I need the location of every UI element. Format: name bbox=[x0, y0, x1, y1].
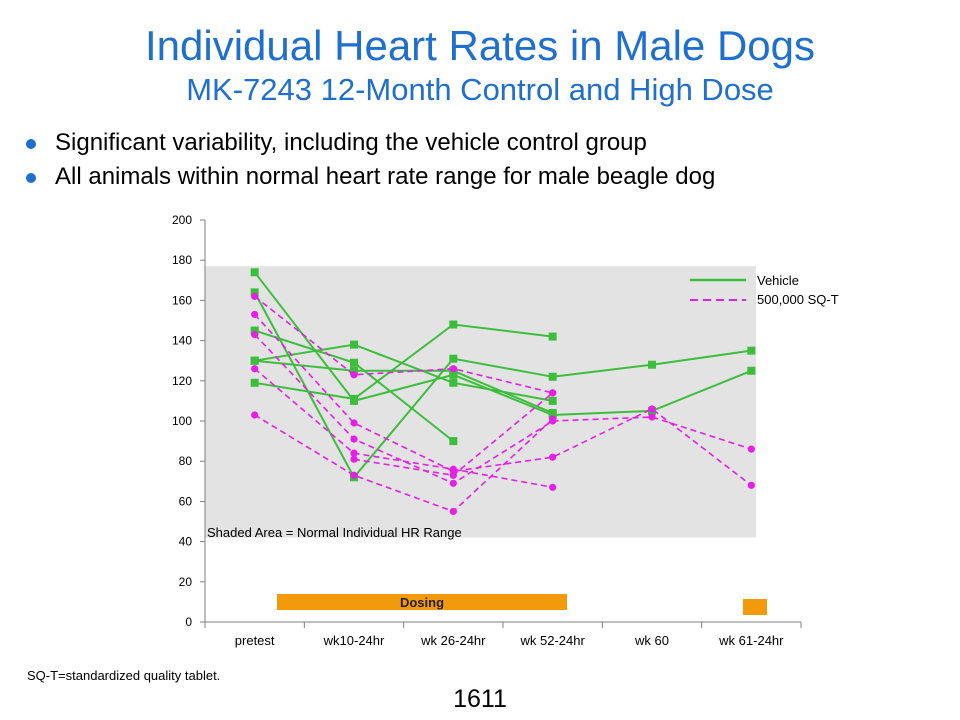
treated-series bbox=[251, 365, 557, 491]
treated-point bbox=[350, 455, 358, 463]
treated-point bbox=[251, 310, 259, 319]
legend: Vehicle 500,000 SQ-T bbox=[690, 273, 839, 307]
series-line bbox=[254, 313, 752, 486]
vehicle-point bbox=[250, 356, 259, 365]
treated-point bbox=[449, 507, 457, 516]
x-tick-label: wk 61-24hr bbox=[718, 633, 784, 648]
x-tick-label: wk 26-24hr bbox=[420, 633, 486, 648]
vehicle-point bbox=[548, 408, 557, 417]
x-tick-label: pretest bbox=[235, 633, 275, 648]
footnote: SQ-T=standardized quality tablet. bbox=[27, 668, 221, 683]
dosing-label: Dosing bbox=[400, 595, 444, 610]
vehicle-point bbox=[350, 358, 358, 367]
vehicle-point bbox=[350, 340, 358, 349]
treated-point bbox=[449, 479, 457, 487]
slide-subtitle: MK-7243 12-Month Control and High Dose bbox=[186, 72, 774, 107]
y-tick-label: 60 bbox=[179, 494, 193, 508]
vehicle-point bbox=[548, 332, 557, 341]
series-line bbox=[253, 291, 752, 480]
slide-title: Individual Heart Rates in Male Dogs bbox=[145, 22, 815, 69]
treated-point bbox=[350, 471, 358, 479]
treated-point bbox=[350, 449, 358, 457]
vehicle-point bbox=[747, 366, 756, 375]
y-tick-label: 20 bbox=[179, 575, 193, 589]
shaded-area-label: Shaded Area = Normal Individual HR Range bbox=[207, 525, 462, 540]
treated-point bbox=[747, 481, 755, 489]
treated-point bbox=[549, 389, 557, 397]
vehicle-point bbox=[449, 354, 458, 363]
vehicle-point bbox=[250, 378, 259, 387]
series-line bbox=[254, 334, 752, 485]
vehicle-point bbox=[250, 288, 259, 297]
legend-label-treated: 500,000 SQ-T bbox=[757, 292, 839, 307]
treated-point bbox=[549, 453, 557, 461]
page-number: 1611 bbox=[453, 685, 507, 713]
y-tick-label: 160 bbox=[172, 293, 192, 307]
treated-point bbox=[251, 365, 259, 373]
series-line bbox=[254, 323, 553, 400]
treated-point bbox=[549, 415, 557, 423]
legend-label-vehicle: Vehicle bbox=[757, 273, 799, 288]
vehicle-point bbox=[350, 366, 358, 375]
vehicle-point bbox=[747, 346, 756, 355]
y-tick-label: 180 bbox=[172, 253, 192, 267]
treated-point bbox=[648, 413, 656, 421]
dosing-bar-extension bbox=[743, 599, 767, 615]
vehicle-point bbox=[449, 437, 458, 446]
x-tick-label: wk 60 bbox=[634, 633, 669, 648]
x-tick-label: wk10-24hr bbox=[323, 633, 385, 648]
vehicle-series bbox=[250, 326, 458, 446]
treated-series bbox=[350, 389, 557, 479]
y-tick-label: 0 bbox=[185, 615, 192, 629]
treated-point bbox=[449, 365, 457, 373]
treated-point bbox=[251, 292, 259, 300]
series-line bbox=[253, 271, 752, 417]
vehicle-point bbox=[548, 396, 557, 405]
series-line bbox=[254, 368, 553, 489]
vehicle-point bbox=[449, 320, 458, 329]
bullet-text: All animals within normal heart rate ran… bbox=[55, 163, 716, 190]
bullet-item: All animals within normal heart rate ran… bbox=[24, 160, 715, 194]
treated-point bbox=[251, 330, 259, 339]
normal-range-shade bbox=[205, 266, 756, 538]
y-tick-label: 100 bbox=[172, 414, 192, 428]
vehicle-series bbox=[250, 320, 557, 403]
treated-point bbox=[350, 435, 358, 443]
vehicle-point bbox=[548, 372, 557, 381]
bullet-list: Significant variability, including the v… bbox=[24, 126, 715, 194]
y-tick-label: 140 bbox=[172, 334, 192, 348]
vehicle-point bbox=[449, 378, 458, 387]
vehicle-point bbox=[250, 268, 259, 277]
treated-point bbox=[449, 471, 457, 479]
y-tick-label: 40 bbox=[179, 535, 193, 549]
treated-series bbox=[251, 411, 557, 516]
bullet-dot-icon bbox=[26, 173, 36, 183]
y-tick-label: 80 bbox=[179, 454, 193, 468]
treated-point bbox=[747, 445, 755, 453]
treated-point bbox=[449, 465, 457, 473]
treated-point bbox=[251, 411, 259, 419]
treated-series bbox=[251, 330, 755, 487]
dosing-bar bbox=[277, 594, 567, 610]
bullet-dot-icon bbox=[26, 139, 36, 149]
treated-point bbox=[549, 483, 557, 491]
y-tick-label: 120 bbox=[172, 374, 192, 388]
vehicle-point bbox=[250, 326, 259, 335]
treated-point bbox=[648, 405, 656, 413]
x-tick-label: wk 52-24hr bbox=[520, 633, 586, 648]
vehicle-point bbox=[350, 394, 358, 403]
bullet-item: Significant variability, including the v… bbox=[24, 126, 715, 160]
vehicle-point bbox=[648, 360, 656, 369]
treated-point bbox=[350, 419, 358, 427]
series-line bbox=[254, 359, 554, 414]
y-tick-label: 200 bbox=[172, 213, 192, 227]
vehicle-point bbox=[449, 370, 458, 379]
bullet-text: Significant variability, including the v… bbox=[55, 129, 647, 156]
series-line bbox=[254, 295, 553, 394]
treated-point bbox=[350, 371, 358, 379]
